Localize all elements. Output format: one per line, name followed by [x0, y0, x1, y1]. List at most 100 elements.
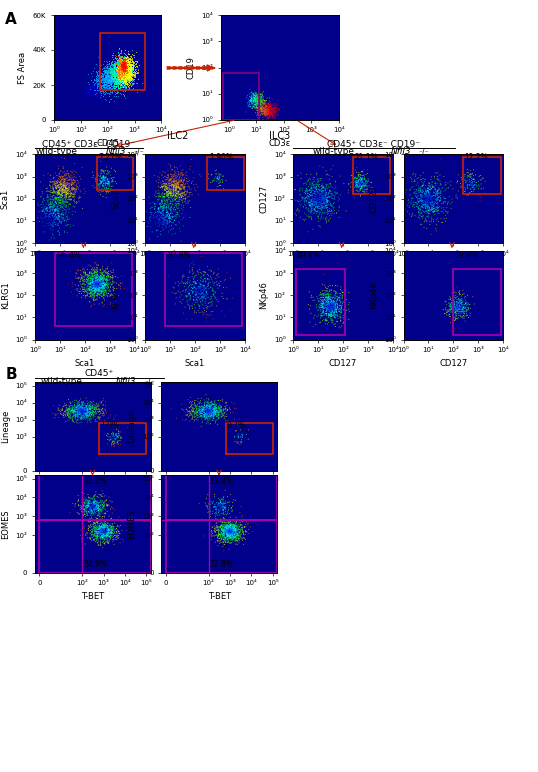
Point	[477, 323, 485, 335]
Point	[463, 289, 472, 301]
Point	[330, 194, 339, 206]
Point	[80, 503, 89, 516]
Point	[203, 395, 211, 408]
Point	[420, 187, 429, 199]
Point	[308, 192, 317, 205]
Point	[200, 410, 209, 422]
Point	[91, 86, 100, 99]
Point	[321, 314, 329, 327]
Point	[302, 184, 311, 196]
Point	[211, 394, 220, 407]
Point	[187, 408, 196, 420]
Point	[221, 497, 230, 510]
Point	[437, 201, 445, 214]
Point	[122, 63, 130, 76]
Point	[456, 300, 465, 312]
Point	[254, 95, 263, 107]
Point	[76, 405, 84, 418]
Point	[417, 207, 426, 219]
Point	[414, 211, 423, 223]
Point	[117, 59, 126, 71]
Point	[49, 207, 58, 219]
Text: CD45⁺: CD45⁺	[85, 369, 114, 378]
Point	[113, 58, 122, 70]
Point	[421, 196, 430, 208]
Point	[113, 63, 122, 75]
Point	[228, 524, 237, 537]
Point	[116, 66, 124, 79]
Point	[253, 107, 262, 119]
Point	[174, 176, 183, 188]
X-axis label: RORγt: RORγt	[440, 262, 466, 272]
Point	[265, 105, 274, 117]
Point	[230, 519, 238, 531]
Point	[259, 109, 268, 121]
Point	[103, 273, 111, 286]
Point	[119, 66, 128, 79]
Point	[100, 73, 109, 86]
Point	[412, 191, 421, 203]
Point	[217, 523, 226, 536]
Point	[217, 497, 225, 510]
Point	[226, 530, 235, 542]
Point	[173, 209, 181, 222]
Point	[318, 187, 327, 199]
Point	[191, 330, 200, 342]
Point	[93, 526, 101, 538]
Point	[337, 300, 345, 313]
Point	[172, 181, 181, 193]
Point	[86, 278, 94, 290]
Point	[89, 285, 97, 297]
Point	[467, 185, 476, 198]
Point	[122, 61, 131, 73]
Point	[222, 530, 231, 542]
Point	[257, 107, 265, 119]
Point	[226, 525, 235, 537]
Point	[115, 59, 123, 71]
Point	[129, 69, 138, 82]
Point	[451, 303, 460, 315]
Point	[101, 85, 109, 97]
Point	[66, 198, 74, 211]
Point	[94, 259, 102, 272]
Point	[64, 174, 73, 186]
Point	[352, 180, 360, 192]
Point	[90, 495, 98, 507]
Point	[153, 329, 162, 341]
Point	[421, 188, 429, 200]
Point	[118, 62, 126, 74]
Point	[125, 73, 133, 85]
Point	[257, 96, 266, 108]
Point	[122, 58, 130, 70]
Point	[323, 303, 332, 315]
Point	[129, 76, 138, 89]
Point	[253, 104, 261, 117]
Point	[443, 198, 452, 210]
Point	[254, 107, 263, 119]
Point	[121, 61, 130, 73]
Point	[65, 183, 74, 195]
Point	[123, 54, 132, 66]
Point	[210, 398, 218, 411]
Point	[431, 188, 440, 200]
Point	[121, 64, 130, 76]
Point	[109, 84, 117, 96]
Point	[93, 80, 101, 93]
Point	[213, 520, 221, 533]
Point	[126, 61, 134, 73]
Point	[109, 530, 118, 543]
Point	[103, 527, 112, 540]
Point	[109, 62, 117, 74]
Point	[92, 276, 101, 289]
Point	[257, 105, 266, 117]
Point	[455, 306, 464, 318]
Point	[211, 408, 220, 420]
Point	[244, 96, 253, 108]
Point	[119, 64, 128, 76]
Point	[121, 62, 130, 74]
Point	[219, 293, 228, 305]
Point	[122, 66, 131, 79]
Point	[324, 195, 333, 207]
Point	[200, 404, 208, 416]
Point	[218, 525, 226, 537]
